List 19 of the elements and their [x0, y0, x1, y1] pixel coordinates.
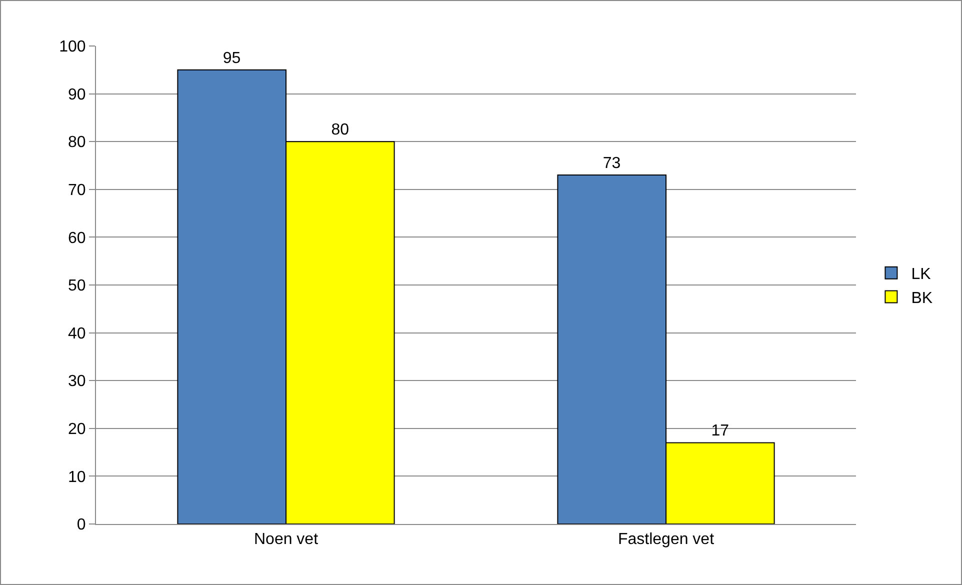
y-tick-label: 0 [76, 516, 86, 534]
y-tick-label: 30 [68, 373, 86, 390]
data-label: 17 [711, 422, 730, 440]
y-tick-label: 10 [68, 468, 86, 486]
x-tick-label: Noen vet [254, 531, 319, 548]
data-label: 80 [331, 122, 350, 139]
y-tick-label: 100 [59, 38, 86, 56]
y-tick-label: 40 [68, 325, 86, 342]
legend-label: BK [911, 290, 933, 307]
y-tick-label: 90 [68, 86, 86, 104]
y-tick-label: 60 [68, 230, 86, 247]
legend-label: LK [911, 266, 932, 284]
y-tick-label: 70 [68, 182, 86, 199]
y-tick-label: 20 [68, 421, 86, 438]
y-tick-label: 50 [68, 278, 86, 295]
x-tick-label: Fastlegen vet [618, 531, 715, 548]
data-label: 73 [602, 155, 621, 172]
y-tick-label: 80 [68, 134, 86, 152]
data-label: 95 [222, 50, 241, 67]
